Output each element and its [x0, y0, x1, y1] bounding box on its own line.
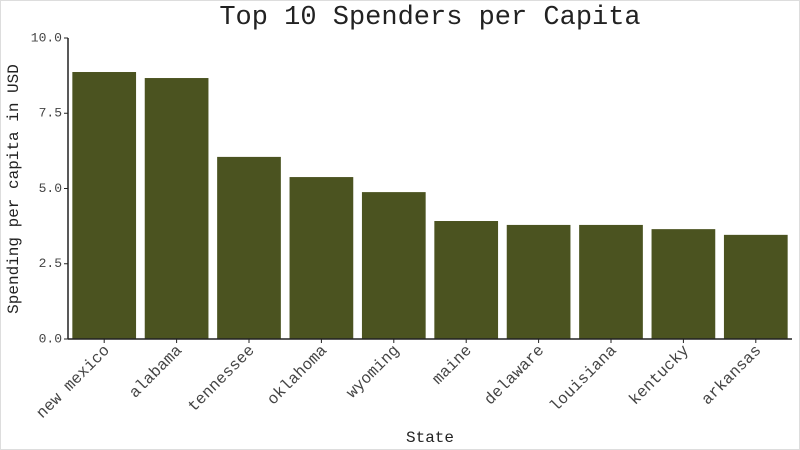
y-tick-label: 7.5	[39, 106, 62, 121]
y-tick-label: 5.0	[39, 181, 62, 196]
bar	[723, 234, 788, 339]
bar	[579, 224, 643, 339]
bar	[217, 156, 281, 339]
y-tick-label: 0.0	[39, 331, 62, 346]
bar	[651, 229, 716, 339]
bar	[144, 78, 209, 340]
chart-title: Top 10 Spenders per Capita	[219, 3, 640, 33]
bar	[289, 177, 354, 339]
y-axis-title: Spending per capita in USD	[5, 64, 23, 314]
x-axis-title: State	[406, 429, 454, 447]
bar	[361, 192, 426, 339]
y-tick-label: 2.5	[39, 256, 62, 271]
y-tick-label: 10.0	[31, 30, 62, 45]
bar	[72, 72, 137, 339]
bar	[506, 224, 571, 339]
bar	[434, 221, 499, 339]
